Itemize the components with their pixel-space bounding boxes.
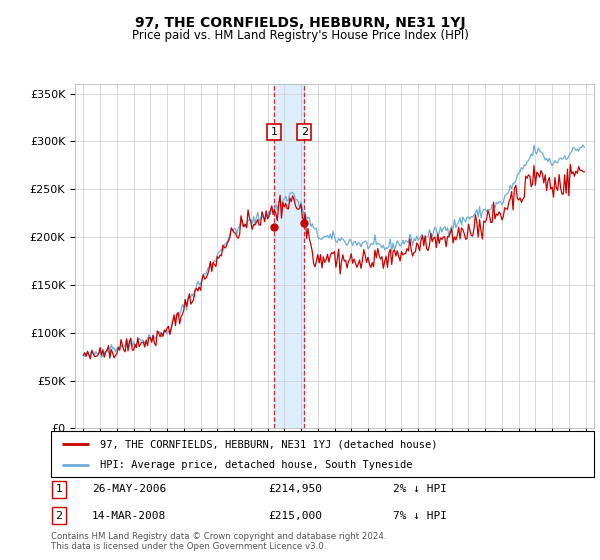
Text: 2: 2 (56, 511, 63, 521)
Text: 14-MAR-2008: 14-MAR-2008 (92, 511, 166, 521)
FancyBboxPatch shape (51, 431, 594, 477)
Bar (274, 84, 304, 428)
Text: 97, THE CORNFIELDS, HEBBURN, NE31 1YJ (detached house): 97, THE CORNFIELDS, HEBBURN, NE31 1YJ (d… (100, 439, 437, 449)
Text: £215,000: £215,000 (268, 511, 322, 521)
Text: £214,950: £214,950 (268, 484, 322, 494)
Text: 97, THE CORNFIELDS, HEBBURN, NE31 1YJ: 97, THE CORNFIELDS, HEBBURN, NE31 1YJ (134, 16, 466, 30)
Text: 7% ↓ HPI: 7% ↓ HPI (393, 511, 447, 521)
Text: 2: 2 (301, 127, 308, 137)
Text: HPI: Average price, detached house, South Tyneside: HPI: Average price, detached house, Sout… (100, 460, 412, 470)
Text: 26-MAY-2006: 26-MAY-2006 (92, 484, 166, 494)
Text: 2% ↓ HPI: 2% ↓ HPI (393, 484, 447, 494)
Text: Contains HM Land Registry data © Crown copyright and database right 2024.
This d: Contains HM Land Registry data © Crown c… (51, 532, 386, 552)
Text: 1: 1 (56, 484, 62, 494)
Text: 1: 1 (271, 127, 278, 137)
Text: Price paid vs. HM Land Registry's House Price Index (HPI): Price paid vs. HM Land Registry's House … (131, 29, 469, 42)
